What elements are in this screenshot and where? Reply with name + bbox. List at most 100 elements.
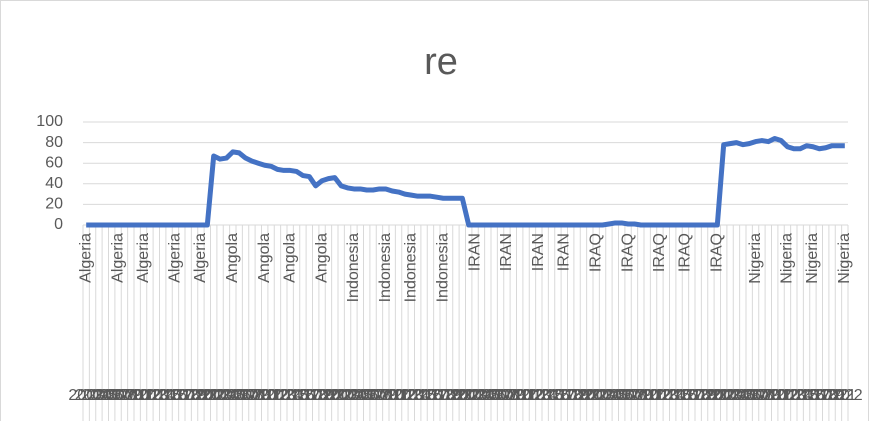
x-tick-label: IRAN [530,233,547,271]
x-tick-label: IRAQ [651,233,668,272]
x-tick-label: Angola [224,233,241,283]
year-label: 2005 [719,387,755,404]
year-label: 2005 [209,387,245,404]
year-label: 2011 [120,387,155,404]
x-tick-label: Angola [256,233,273,283]
x-tick-label: IRAQ [709,233,726,272]
year-label: 2010 [113,387,149,404]
year-label: 2022 [190,387,226,404]
year-label: 2007 [731,387,767,404]
year-label: 2021 [821,387,857,404]
y-tick-label: 60 [45,154,63,171]
year-label: 2012 [381,387,417,404]
year-label: 2017 [668,387,704,404]
year-label: 2007 [349,387,385,404]
year-label: 2004 [202,387,238,404]
year-label: 2011 [630,387,665,404]
year-label: 2007 [476,387,512,404]
x-tick-label: Nigeria [747,233,764,284]
year-label: 2010 [496,387,532,404]
year-label: 2008 [228,387,264,404]
year-label: 2003 [196,387,232,404]
year-label: 2018 [802,387,838,404]
year-label: 2019 [170,387,206,404]
year-label: 2004 [330,387,366,404]
year-label: 2018 [547,387,583,404]
x-tick-label: Algeria [135,233,152,283]
year-label: 2015 [527,387,563,404]
line [86,135,845,228]
year-label: 2016 [661,387,697,404]
year-label: 2003 [323,387,359,404]
year-label: 2003 [706,387,742,404]
year-label: 2014 [394,387,430,404]
year-label: 2017 [285,387,321,404]
year-label: 2021 [566,387,602,404]
year-label: 2006 [215,387,251,404]
year-label: 2007 [221,387,257,404]
year-label: 2021 [183,387,219,404]
year-label: 2012 [126,387,162,404]
year-label: 2008 [100,387,136,404]
year-label: 2014 [649,387,685,404]
year-label: 2004 [585,387,621,404]
year-label: 2006 [598,387,634,404]
year-label: 2018 [419,387,455,404]
year-label: 2020 [177,387,213,404]
year-label: 2010 [751,387,787,404]
year-label: 2019 [425,387,461,404]
year-label: 2006 [88,387,124,404]
year-label: 2009 [234,387,270,404]
year-label: 2005 [336,387,372,404]
year-label: 2009 [489,387,525,404]
y-tick-label: 80 [45,134,63,151]
year-label: 2015 [400,387,436,404]
year-label: 2020 [687,387,723,404]
year-label: 2008 [738,387,774,404]
year-label: 2004 [75,387,111,404]
year-label: 2007 [94,387,130,404]
year-label: 2003 [451,387,487,404]
year-label: 2011 [375,387,410,404]
year-label: 2019 [808,387,844,404]
year-label: 2017 [413,387,449,404]
year-label: 2021 [311,387,347,404]
year-label: 2015 [655,387,691,404]
year-label: 2009 [362,387,398,404]
year-label: 2016 [534,387,570,404]
year-label: 2003 [68,387,104,404]
year-label: 2014 [776,387,812,404]
year-label: 2013 [515,387,551,404]
year-label: 2022 [827,387,863,404]
year-label: 2013 [132,387,168,404]
y-tick-label: 100 [36,113,63,130]
year-label: 2018 [164,387,200,404]
year-label: 2013 [387,387,423,404]
year-label: 2020 [432,387,468,404]
x-tick-label: IRAN [466,233,483,271]
x-tick-label: Algeria [192,233,209,283]
year-label: 2017 [158,387,194,404]
year-label: 2015 [782,387,818,404]
year-label: 2022 [445,387,481,404]
x-tick-label: Indonesia [345,233,362,302]
y-tick-label: 20 [45,196,63,213]
x-tick-label: Angola [313,233,330,283]
year-label: 2017 [540,387,576,404]
year-label: 2012 [508,387,544,404]
x-tick-label: Nigeria [804,233,821,284]
year-label: 2012 [763,387,799,404]
x-tick-label: IRAQ [587,233,604,272]
year-label: 2013 [260,387,296,404]
year-label: 2009 [744,387,780,404]
x-tick-label: Angola [281,233,298,283]
year-label: 2010 [623,387,659,404]
x-tick-label: IRAQ [677,233,694,272]
year-label: 2019 [298,387,334,404]
year-label: 2008 [355,387,391,404]
chart-title: re [424,41,458,83]
year-label: 2009 [107,387,143,404]
year-label: 2005 [81,387,117,404]
